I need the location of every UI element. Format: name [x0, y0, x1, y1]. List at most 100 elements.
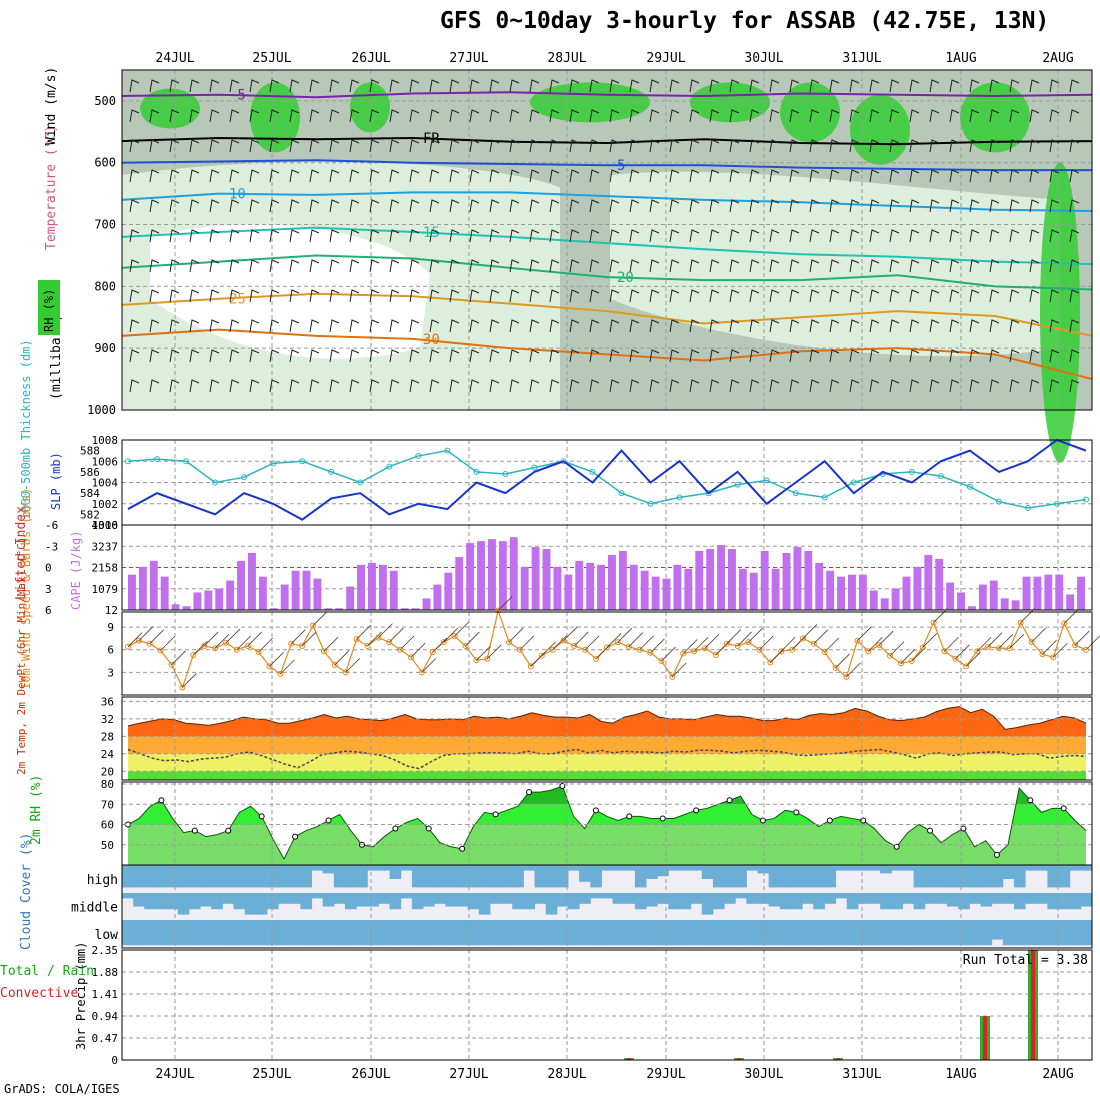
wind-barb — [889, 139, 900, 153]
cloud-high-cell — [378, 865, 391, 871]
cloud-low-cell — [947, 920, 959, 946]
wind-barb — [129, 229, 140, 243]
cape-bar-65 — [837, 576, 845, 610]
wind-speed-point — [342, 669, 349, 676]
cloud-low-cell — [902, 920, 915, 946]
wind-barb — [809, 109, 820, 123]
wind-barb — [849, 259, 860, 273]
wind-barb — [1009, 109, 1020, 123]
cloud-middle-cell — [1047, 893, 1060, 910]
wind-barb — [449, 79, 460, 93]
cloud-middle-cell — [991, 893, 1004, 904]
top-date-7: 31JUL — [842, 51, 881, 66]
wind-speed-point — [408, 654, 415, 661]
wind-barb — [869, 319, 880, 333]
cloud-middle-cell — [222, 893, 234, 904]
wind-barb — [849, 289, 860, 303]
wind-speed-point — [963, 663, 970, 670]
wind-speed-point — [418, 669, 425, 676]
cloud-high-cell — [935, 865, 948, 888]
wind-barb — [169, 259, 180, 273]
cape-bar-55 — [728, 549, 736, 610]
cloud-high-cell — [1080, 865, 1093, 871]
wind-barb — [809, 319, 820, 333]
wind-barb — [589, 349, 600, 363]
cloud-high-cell — [266, 865, 279, 888]
cloud-high-cell — [634, 865, 647, 888]
wind-barb — [509, 229, 520, 243]
wind-barb — [529, 379, 540, 393]
wind-barb — [1069, 349, 1080, 363]
precip-ytick-0: 0 — [111, 1054, 118, 1067]
surface-wind-barb — [323, 636, 339, 652]
wind-speed-point — [397, 646, 404, 653]
cloud-high-cell — [790, 865, 803, 888]
dewpoint-line — [127, 748, 1087, 770]
cloud-low-cell — [133, 920, 145, 946]
wind-barb — [189, 79, 200, 93]
wind-barb — [809, 79, 820, 93]
wind-barb — [1009, 169, 1020, 183]
wind-barb — [489, 349, 500, 363]
cloud-low-cell — [266, 920, 279, 946]
isotherm-label-1: FR — [423, 131, 440, 147]
wind-barb — [469, 229, 480, 243]
rh-point — [592, 807, 599, 814]
cloud-high-cell — [556, 865, 569, 888]
surface-wind-barb — [497, 596, 513, 611]
wind-barb — [909, 349, 920, 363]
wind-speed-point — [353, 636, 360, 643]
rh-point — [292, 833, 299, 840]
cloud-high-cell — [1013, 865, 1026, 888]
wind-barb — [729, 199, 740, 213]
cloud-high-cell — [690, 865, 703, 871]
wind-speed-point — [1083, 646, 1089, 653]
wind-barb — [349, 319, 360, 333]
cloud-middle-cell — [333, 893, 346, 904]
surface-wind-barb — [1074, 630, 1090, 646]
wind-barb — [1049, 169, 1060, 183]
li-ytick-1: -3 — [45, 540, 58, 553]
legend-wind: Wind (m/s) — [44, 67, 59, 145]
wind-barb — [229, 259, 240, 273]
wind-barb — [289, 139, 300, 153]
cloud-high-cell — [835, 865, 848, 871]
wind-barb — [1049, 79, 1060, 93]
wind-barb — [429, 319, 440, 333]
wind-barb — [989, 109, 1000, 123]
cape-bar-50 — [673, 564, 682, 610]
cloud-low-cell — [322, 920, 335, 946]
wind-barb — [1029, 199, 1040, 213]
wind-speed-point — [810, 640, 817, 647]
wind-barb — [289, 229, 300, 243]
wind-barb — [469, 109, 480, 123]
wind-barb — [549, 319, 560, 333]
surface-wind-barb — [922, 633, 937, 648]
wind-barb — [569, 199, 580, 213]
cloud-middle-cell — [623, 893, 636, 904]
cloud-low-cell — [712, 920, 725, 946]
wind-barb — [989, 199, 1000, 213]
cloud-middle-cell — [322, 893, 335, 907]
wind-barb — [849, 199, 860, 213]
cape-bar-43 — [597, 564, 605, 610]
wind-barb — [1029, 349, 1040, 363]
cloud-middle-cell — [1013, 893, 1026, 910]
cloud-low-cell — [545, 920, 558, 946]
wind-barb — [609, 289, 620, 303]
wind-barb — [709, 139, 720, 153]
wind-barb — [789, 319, 800, 333]
wind-barb — [989, 259, 1000, 273]
wind-barb — [409, 199, 420, 213]
cape-bar-1 — [138, 566, 147, 610]
wind-speed-point — [876, 642, 883, 649]
wind-speed-point — [1017, 619, 1024, 626]
wind-barb — [789, 169, 800, 183]
wind-barb — [329, 289, 340, 303]
cloud-middle-cell — [512, 893, 524, 910]
wind-barb — [389, 109, 400, 123]
cape-bar-75 — [946, 582, 955, 610]
wind-barb — [149, 139, 160, 153]
cloud-low-cell — [177, 920, 190, 946]
temp-ytick-0: 20 — [101, 765, 114, 778]
